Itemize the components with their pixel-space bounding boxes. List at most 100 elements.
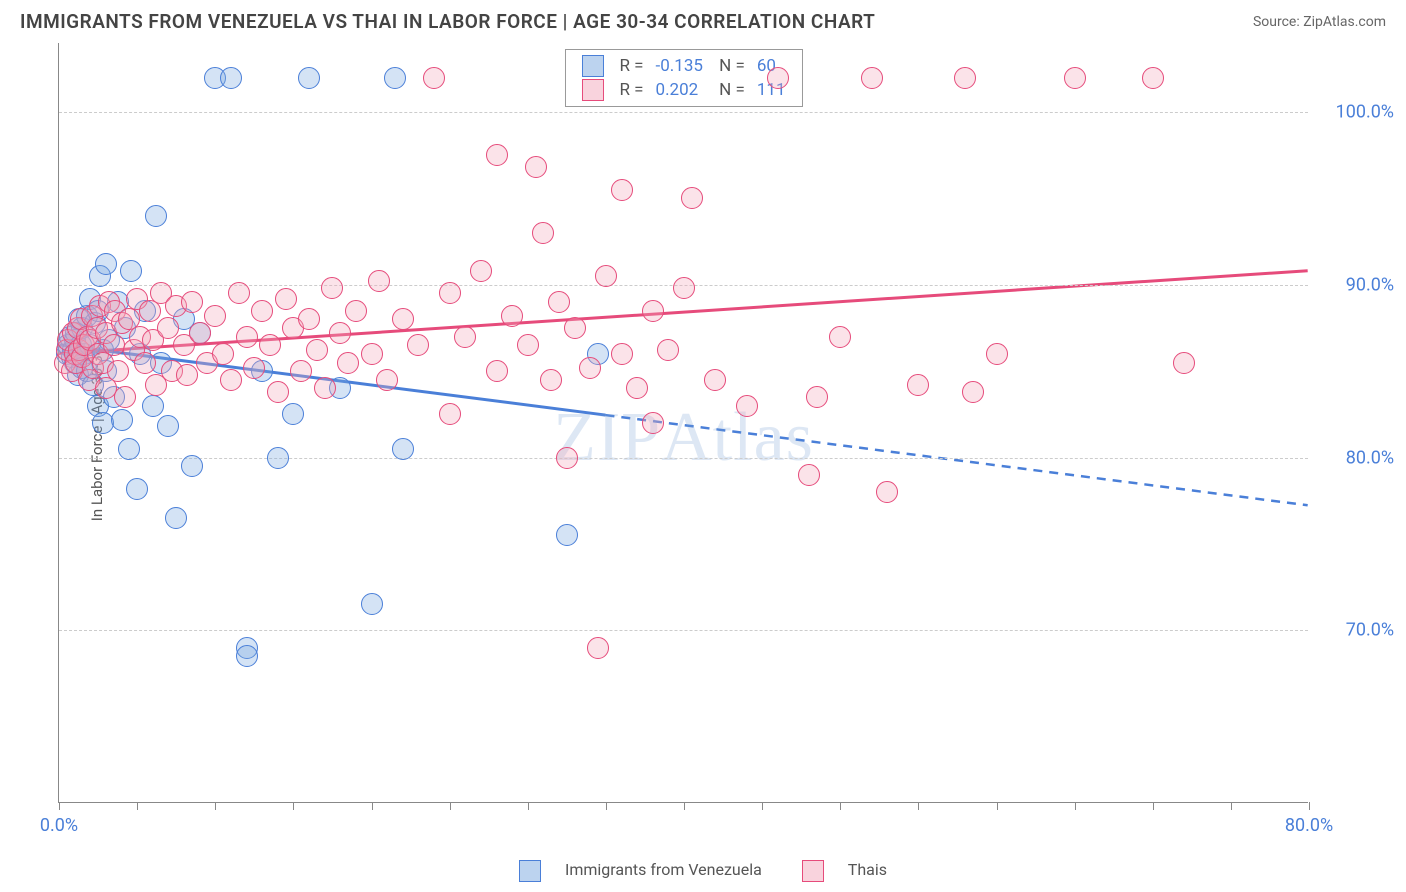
plot-area: ZIPAtlas R =-0.135 N =60R =0.202 N =111 … [58,43,1308,803]
data-point-thais [657,339,679,361]
data-point-venezuela [556,524,578,546]
x-tick [1309,802,1310,810]
x-tick [528,802,529,810]
data-point-thais [220,369,242,391]
data-point-thais [329,322,351,344]
data-point-thais [114,386,136,408]
x-tick [1075,802,1076,810]
x-tick-label: 80.0% [1285,815,1333,836]
legend-label-thais: Thais [848,860,887,879]
data-point-thais [806,386,828,408]
data-point-thais [212,343,234,365]
data-point-venezuela [361,593,383,615]
x-tick [840,802,841,810]
header: IMMIGRANTS FROM VENEZUELA VS THAI IN LAB… [0,0,1406,39]
data-point-thais [392,308,414,330]
data-point-thais [314,377,336,399]
data-point-thais [134,352,156,374]
data-point-thais [157,317,179,339]
data-point-thais [642,300,664,322]
legend-item-venezuela: Immigrants from Venezuela [509,860,772,879]
data-point-venezuela [95,253,117,275]
data-point-thais [423,67,445,89]
data-point-thais [486,360,508,382]
data-point-thais [626,377,648,399]
data-point-thais [439,403,461,425]
data-point-thais [407,334,429,356]
x-tick [372,802,373,810]
data-point-venezuela [384,67,406,89]
source: Source: ZipAtlas.com [1253,14,1386,30]
data-point-thais [1173,352,1195,374]
data-point-thais [579,357,601,379]
source-name: ZipAtlas.com [1303,14,1386,30]
trend-lines [59,43,1308,802]
data-point-thais [556,447,578,469]
data-point-thais [642,412,664,434]
data-point-thais [540,369,562,391]
data-point-thais [486,144,508,166]
data-point-thais [548,291,570,313]
x-tick [137,802,138,810]
data-point-thais [107,360,129,382]
x-tick [1231,802,1232,810]
data-point-thais [532,222,554,244]
data-point-venezuela [181,455,203,477]
data-point-venezuela [220,67,242,89]
data-point-thais [267,381,289,403]
data-point-thais [368,270,390,292]
data-point-thais [517,334,539,356]
x-tick [762,802,763,810]
legend-swatch-thais [581,79,603,101]
data-point-thais [861,67,883,89]
data-point-venezuela [392,438,414,460]
data-point-venezuela [118,438,140,460]
data-point-thais [454,326,476,348]
data-point-thais [1064,67,1086,89]
data-point-thais [986,343,1008,365]
y-tick-label: 90.0% [1314,274,1394,295]
data-point-thais [611,343,633,365]
data-point-thais [290,360,312,382]
x-tick [918,802,919,810]
data-point-venezuela [111,409,133,431]
x-tick [1153,802,1154,810]
data-point-thais [376,369,398,391]
legend-swatch-venezuela [581,55,603,77]
x-tick [997,802,998,810]
data-point-thais [236,326,258,348]
data-point-thais [564,317,586,339]
data-point-thais [275,288,297,310]
y-tick-label: 100.0% [1314,102,1394,123]
data-point-thais [829,326,851,348]
gridline [59,630,1308,631]
data-point-thais [704,369,726,391]
legend-label-venezuela: Immigrants from Venezuela [565,860,762,879]
y-tick-label: 80.0% [1314,447,1394,468]
watermark: ZIPAtlas [553,398,814,478]
data-point-thais [181,291,203,313]
legend-swatch-thais [802,860,824,882]
data-point-thais [298,308,320,330]
legend-row-thais: R =0.202 N =111 [575,78,791,102]
legend-r-thais: 0.202 [650,78,709,102]
legend-r-venezuela: -0.135 [650,54,709,78]
x-tick [59,802,60,810]
data-point-thais [103,334,125,356]
data-point-thais [525,156,547,178]
legend-series: Immigrants from Venezuela Thais [499,860,907,882]
data-point-thais [204,305,226,327]
data-point-thais [681,187,703,209]
data-point-thais [587,637,609,659]
x-tick-label: 0.0% [40,815,78,836]
data-point-thais [767,67,789,89]
data-point-thais [962,381,984,403]
x-tick [606,802,607,810]
gridline [59,112,1308,113]
data-point-venezuela [298,67,320,89]
data-point-thais [176,364,198,386]
data-point-thais [876,481,898,503]
data-point-thais [439,282,461,304]
x-tick [215,802,216,810]
gridline [59,458,1308,459]
